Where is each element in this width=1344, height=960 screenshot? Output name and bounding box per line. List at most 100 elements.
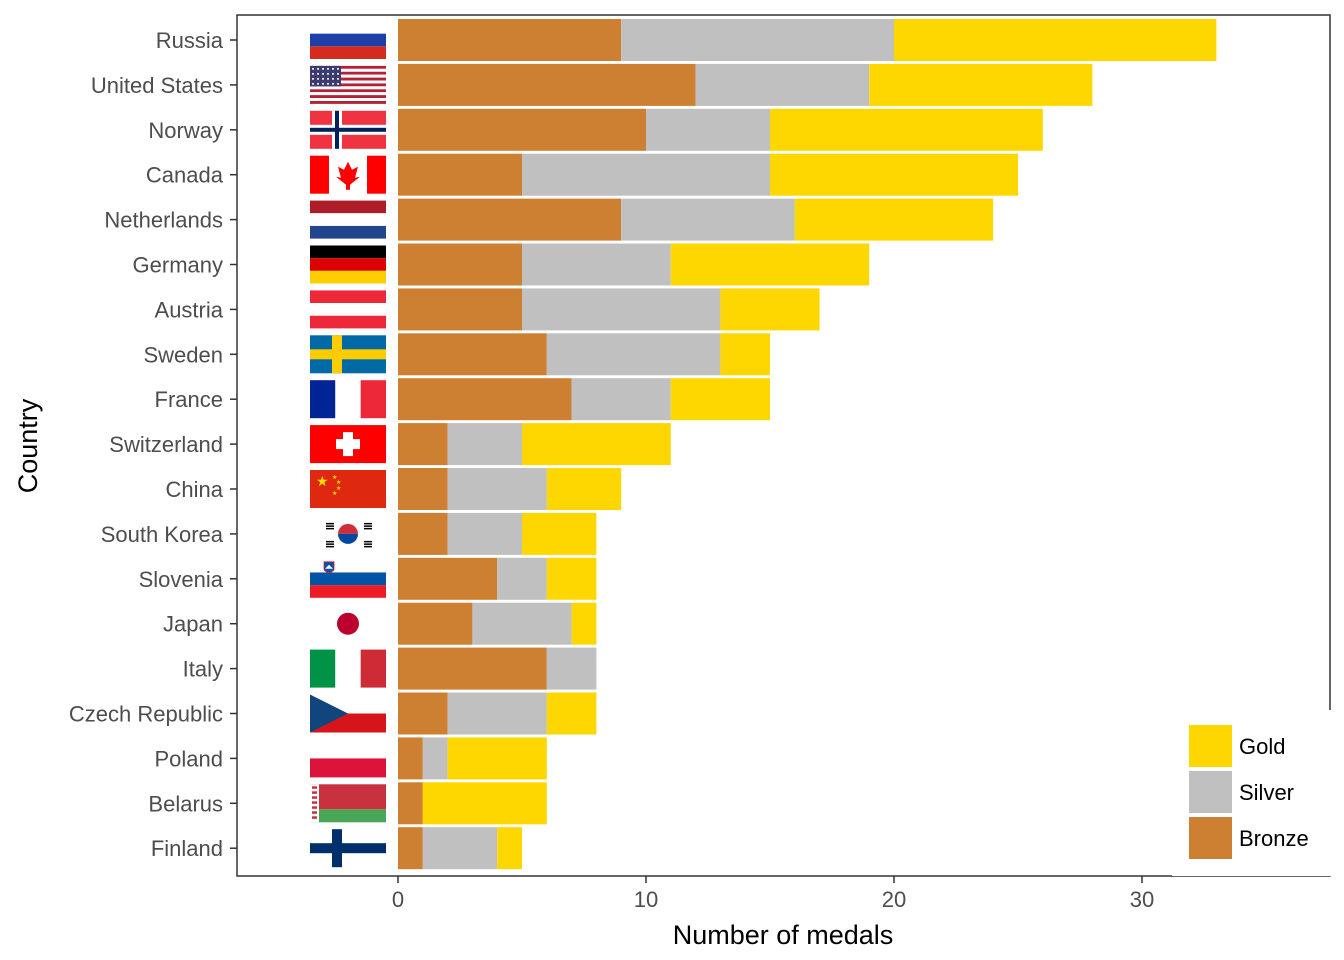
y-tick-label-finland: Finland [151, 836, 223, 861]
bar-poland-bronze [398, 737, 423, 780]
bar-united-states-gold [869, 63, 1093, 106]
bar-austria-gold [720, 288, 820, 331]
legend: Gold Silver Bronze [1172, 710, 1332, 876]
bar-russia-silver [621, 19, 894, 61]
bar-china-gold [546, 468, 622, 510]
y-tick-label-united-states: United States [91, 73, 223, 98]
x-tick-label-0: 0 [392, 887, 404, 912]
flag-south-korea-icon [310, 514, 386, 553]
svg-text:★: ★ [336, 485, 341, 492]
x-tick-label-30: 30 [1130, 887, 1154, 912]
bar-germany-gold [670, 243, 870, 286]
flag-italy-icon [310, 649, 386, 688]
y-axis-title: Country [13, 398, 43, 493]
bar-france-silver [571, 378, 671, 421]
x-axis-title: Number of medals [673, 920, 894, 950]
bar-sweden-bronze [398, 333, 547, 376]
bar-austria-silver [522, 288, 721, 331]
bar-netherlands-silver [621, 198, 795, 241]
x-tick-label-10: 10 [634, 887, 658, 912]
y-tick-label-netherlands: Netherlands [104, 208, 223, 233]
legend-key-gold [1189, 725, 1232, 767]
x-axis: 0 10 20 30 [392, 876, 1154, 912]
bar-italy-bronze [398, 647, 547, 690]
y-tick-label-austria: Austria [155, 297, 224, 322]
bar-united-states-silver [695, 63, 870, 106]
bar-switzerland-silver [447, 423, 522, 466]
y-tick-label-germany: Germany [133, 253, 223, 278]
bar-france-gold [670, 378, 770, 421]
flag-norway-icon [310, 110, 386, 149]
y-tick-label-poland: Poland [154, 746, 223, 771]
bar-canada-gold [770, 153, 1018, 196]
x-tick-label-20: 20 [882, 887, 906, 912]
bar-poland-gold [447, 737, 547, 780]
legend-label-silver: Silver [1239, 780, 1294, 805]
svg-text:★: ★ [332, 474, 337, 481]
bar-netherlands-gold [794, 198, 994, 241]
bar-poland-silver [422, 737, 448, 780]
bar-canada-bronze [398, 153, 522, 196]
bar-south-korea-silver [447, 512, 522, 555]
y-tick-label-czech-republic: Czech Republic [69, 702, 223, 727]
svg-text:★: ★ [336, 479, 341, 486]
y-tick-label-italy: Italy [183, 657, 223, 682]
y-axis: Russia United States Norway Canada Netherlan… [69, 28, 237, 861]
bar-slovenia-gold [546, 557, 597, 600]
legend-label-bronze: Bronze [1239, 826, 1309, 851]
bar-russia-bronze [398, 19, 622, 61]
bar-japan-gold [571, 602, 597, 645]
bar-switzerland-gold [522, 423, 671, 466]
y-tick-label-south-korea: South Korea [101, 522, 224, 547]
svg-text:★: ★ [316, 474, 329, 490]
y-tick-label-japan: Japan [163, 612, 223, 637]
bar-switzerland-bronze [398, 423, 448, 466]
y-tick-label-switzerland: Switzerland [109, 432, 223, 457]
legend-label-gold: Gold [1239, 734, 1285, 759]
flag-finland-icon [310, 829, 386, 868]
bar-sweden-gold [720, 333, 770, 376]
flag-china-icon: ★ ★★★★ [310, 470, 386, 508]
bar-italy-silver [546, 647, 597, 690]
bar-japan-bronze [398, 602, 473, 645]
bar-china-silver [447, 468, 547, 510]
bar-czech-republic-bronze [398, 692, 448, 735]
y-tick-label-norway: Norway [148, 118, 223, 143]
bar-czech-republic-silver [447, 692, 547, 735]
bar-finland-gold [497, 827, 522, 870]
bars-layer [398, 19, 1217, 870]
y-tick-label-sweden: Sweden [143, 342, 223, 367]
bar-norway-silver [646, 108, 770, 151]
bar-slovenia-silver [497, 557, 547, 600]
bar-japan-silver [472, 602, 572, 645]
flag-united-states-icon [310, 65, 386, 104]
flag-belarus-icon [310, 784, 386, 823]
bar-finland-silver [422, 827, 498, 870]
bar-norway-bronze [398, 108, 646, 151]
bar-czech-republic-gold [546, 692, 597, 735]
bar-united-states-bronze [398, 63, 696, 106]
bar-canada-silver [522, 153, 770, 196]
y-tick-label-canada: Canada [146, 163, 224, 188]
flag-czech-republic-icon [310, 694, 386, 733]
bar-finland-bronze [398, 827, 423, 870]
flag-russia-icon [310, 21, 386, 59]
flag-sweden-icon [310, 335, 386, 374]
bar-belarus-gold [422, 782, 547, 825]
flag-japan-icon [310, 604, 386, 643]
legend-key-bronze [1189, 817, 1232, 859]
flag-canada-icon [310, 155, 386, 194]
y-tick-label-france: France [155, 387, 223, 412]
bar-belarus-bronze [398, 782, 423, 825]
legend-key-silver [1189, 771, 1232, 813]
y-tick-label-russia: Russia [156, 28, 224, 53]
bar-sweden-silver [546, 333, 721, 376]
flag-netherlands-icon [310, 200, 386, 239]
bar-china-bronze [398, 468, 448, 510]
y-tick-label-china: China [166, 477, 224, 502]
bar-south-korea-bronze [398, 512, 448, 555]
y-tick-label-belarus: Belarus [148, 791, 223, 816]
bar-norway-gold [770, 108, 1043, 151]
flag-germany-icon [310, 245, 386, 284]
